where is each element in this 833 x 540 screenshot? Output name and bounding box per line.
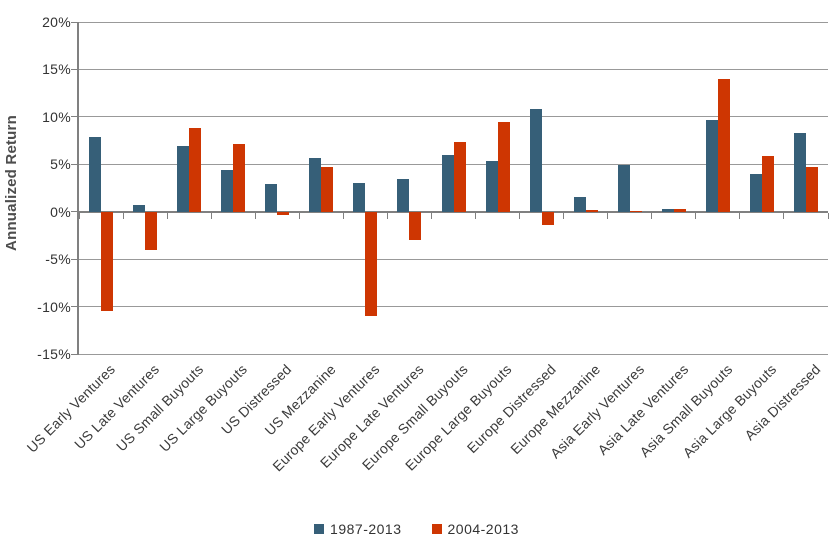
- gridline-15: [79, 68, 828, 70]
- legend-item-1987-2013: 1987-2013: [314, 521, 401, 537]
- gridline-10: [79, 116, 828, 118]
- y-axis-tick: [71, 258, 77, 260]
- y-axis-tick: [71, 21, 77, 23]
- y-axis-tick: [71, 306, 77, 308]
- bar-2004-2013-asia-large-buyouts: [761, 155, 774, 212]
- x-axis-tick: [827, 212, 829, 219]
- bar-1987-2013-asia-early-ventures: [617, 165, 630, 212]
- bar-2004-2013-europe-small-buyouts: [453, 142, 466, 212]
- x-axis-tick: [78, 212, 80, 219]
- bar-2004-2013-us-late-ventures: [145, 211, 158, 250]
- x-axis-tick: [254, 212, 256, 219]
- bar-2004-2013-europe-early-ventures: [365, 211, 378, 317]
- x-axis-tick: [783, 212, 785, 219]
- bar-1987-2013-europe-large-buyouts: [485, 161, 498, 212]
- y-axis-tick: [71, 163, 77, 165]
- legend-label: 1987-2013: [330, 521, 402, 537]
- bar-1987-2013-asia-large-buyouts: [749, 173, 762, 212]
- gridline-20: [79, 21, 828, 23]
- x-axis-tick: [651, 212, 653, 219]
- y-axis-title: Annualized Return: [3, 115, 20, 251]
- y-axis-tick-label: 5%: [50, 156, 71, 173]
- bar-1987-2013-asia-late-ventures: [661, 208, 674, 212]
- x-axis-tick: [475, 212, 477, 219]
- x-axis-tick: [607, 212, 609, 219]
- bar-1987-2013-europe-mezzanine: [573, 196, 586, 212]
- bar-2004-2013-us-small-buyouts: [189, 128, 202, 212]
- bar-1987-2013-us-mezzanine: [309, 157, 322, 212]
- bar-2004-2013-asia-small-buyouts: [717, 78, 730, 212]
- bar-2004-2013-europe-late-ventures: [409, 211, 422, 241]
- x-axis-tick: [695, 212, 697, 219]
- bar-1987-2013-us-early-ventures: [89, 136, 102, 212]
- legend-swatch-icon: [314, 524, 325, 534]
- y-axis-tick-label: 0%: [50, 203, 71, 220]
- bar-1987-2013-europe-small-buyouts: [441, 154, 454, 212]
- y-axis-tick-label: 20%: [42, 14, 71, 30]
- x-axis-tick: [739, 212, 741, 219]
- x-axis-tick: [342, 212, 344, 219]
- gridline--10: [79, 306, 828, 308]
- bar-1987-2013-us-late-ventures: [133, 205, 146, 212]
- y-axis-tick-label: -15%: [37, 346, 71, 362]
- legend-label: 2004-2013: [447, 521, 519, 537]
- bar-2004-2013-asia-early-ventures: [629, 210, 642, 212]
- x-axis-tick: [298, 212, 300, 219]
- legend: 1987-2013 2004-2013: [0, 519, 833, 539]
- bar-1987-2013-us-large-buyouts: [221, 169, 234, 212]
- x-axis-tick: [122, 212, 124, 219]
- x-axis-tick: [563, 212, 565, 219]
- bar-2004-2013-europe-mezzanine: [585, 209, 598, 212]
- y-axis-tick-label: -10%: [37, 298, 71, 315]
- bar-2004-2013-asia-distressed: [805, 167, 818, 212]
- gridline--5: [79, 258, 828, 260]
- x-axis-tick: [166, 212, 168, 219]
- bar-2004-2013-us-early-ventures: [101, 211, 114, 312]
- bar-1987-2013-us-small-buyouts: [177, 146, 190, 212]
- y-axis-tick-label: 15%: [42, 61, 71, 78]
- y-axis-tick: [71, 353, 77, 355]
- bar-1987-2013-europe-early-ventures: [353, 183, 366, 212]
- bar-2004-2013-asia-late-ventures: [673, 208, 686, 212]
- x-axis-tick: [430, 212, 432, 219]
- x-axis-tick: [386, 212, 388, 219]
- bar-2004-2013-us-distressed: [277, 211, 290, 216]
- bar-2004-2013-europe-large-buyouts: [497, 121, 510, 212]
- bar-1987-2013-asia-small-buyouts: [705, 119, 718, 212]
- y-axis-tick: [71, 68, 77, 70]
- x-axis-line: [79, 210, 828, 213]
- gridline--15: [79, 353, 828, 355]
- bar-2004-2013-europe-distressed: [541, 211, 554, 225]
- bar-1987-2013-europe-late-ventures: [397, 179, 410, 212]
- bar-2004-2013-us-mezzanine: [321, 167, 334, 212]
- y-axis-tick: [71, 116, 77, 118]
- x-axis-label: Asia Distressed: [741, 361, 824, 444]
- legend-swatch-icon: [431, 524, 442, 534]
- y-axis-tick: [71, 211, 77, 213]
- x-axis-tick: [519, 212, 521, 219]
- bar-1987-2013-asia-distressed: [793, 132, 806, 212]
- y-axis-tick-label: -5%: [45, 251, 71, 268]
- bar-2004-2013-us-large-buyouts: [233, 144, 246, 212]
- bar-1987-2013-us-distressed: [265, 184, 278, 212]
- x-axis-tick: [210, 212, 212, 219]
- bar-1987-2013-europe-distressed: [529, 109, 542, 212]
- legend-item-2004-2013: 2004-2013: [431, 521, 519, 537]
- y-axis-tick-label: 10%: [42, 108, 71, 125]
- y-axis-line: [77, 22, 79, 355]
